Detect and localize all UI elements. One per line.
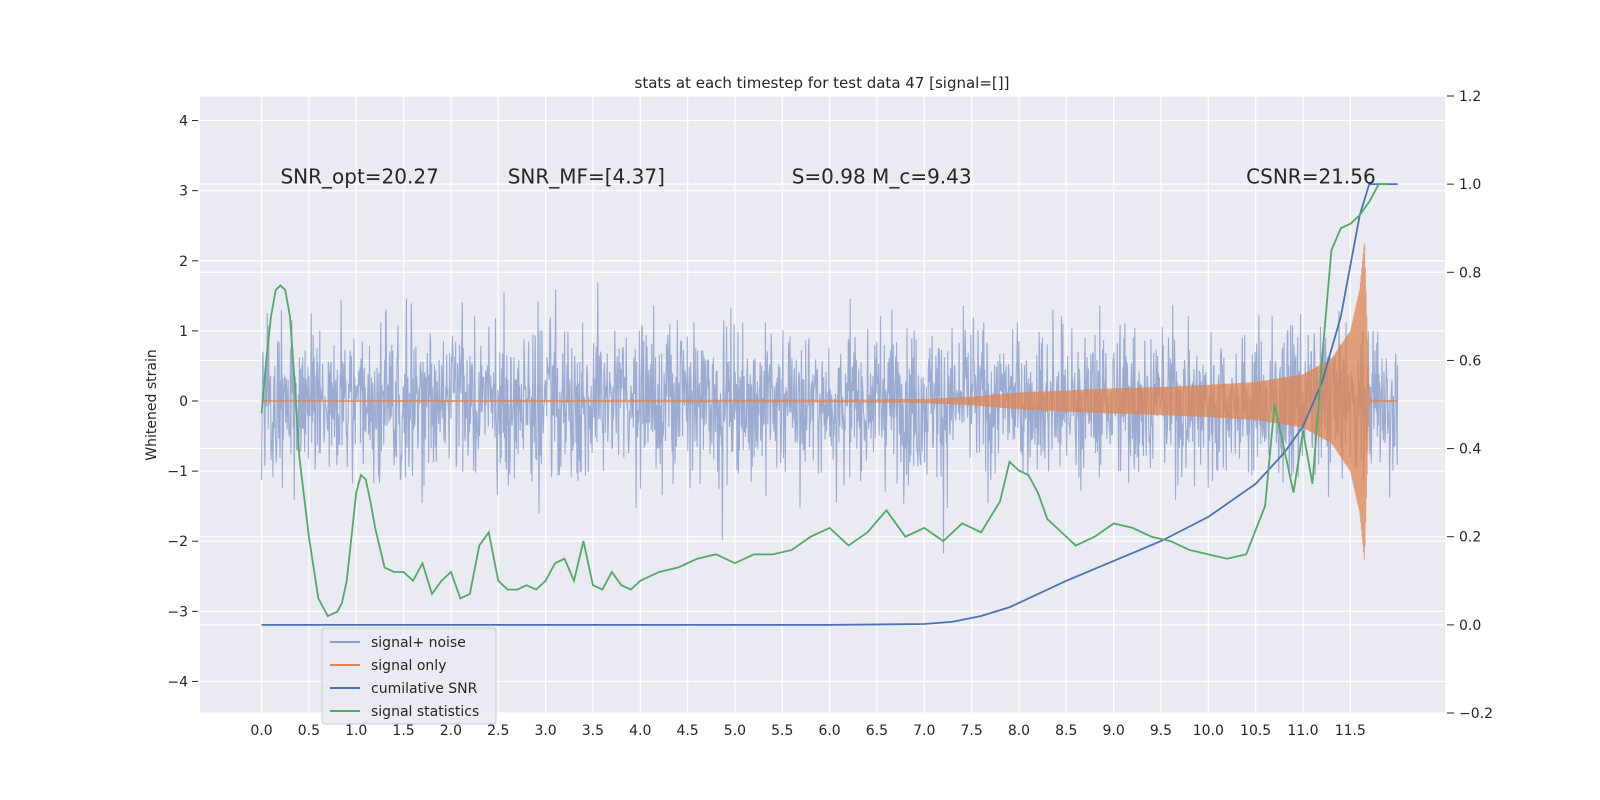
x-tick-label: 6.0 bbox=[818, 723, 840, 739]
y-tick-label: 2 bbox=[179, 254, 188, 270]
y-tick-label: 1 bbox=[179, 324, 188, 340]
series-signal-statistics bbox=[260, 183, 1389, 618]
cumulative-snr-line bbox=[261, 183, 1398, 626]
x-tick-label: 7.0 bbox=[913, 723, 935, 739]
y2-tick-label: −0.2 bbox=[1459, 706, 1493, 722]
y-tick-label: 4 bbox=[179, 114, 188, 130]
x-tick-label: 2.0 bbox=[440, 723, 462, 739]
x-tick-label: 9.0 bbox=[1102, 723, 1124, 739]
legend-label: cumilative SNR bbox=[371, 681, 478, 697]
legend-box bbox=[321, 627, 497, 725]
y2-tick-label: 0.8 bbox=[1459, 265, 1481, 281]
x-tick-label: 1.0 bbox=[345, 723, 367, 739]
y-tick-label: −2 bbox=[167, 534, 188, 550]
x-tick-label: 11.5 bbox=[1335, 723, 1366, 739]
x-tick-label: 5.0 bbox=[724, 723, 746, 739]
x-tick-label: 6.5 bbox=[866, 723, 888, 739]
chart-title: stats at each timestep for test data 47 … bbox=[635, 74, 1010, 92]
x-tick-label: 3.0 bbox=[534, 723, 556, 739]
x-tick-label: 10.0 bbox=[1193, 723, 1224, 739]
y2-tick-label: 0.6 bbox=[1459, 353, 1481, 369]
y-axis-label: Whitened strain bbox=[144, 349, 160, 460]
series-signal-only bbox=[261, 243, 1399, 560]
signal-only-line bbox=[261, 243, 1399, 560]
y2-tick-label: 0.2 bbox=[1459, 530, 1481, 546]
annotations: SNR_opt=20.27 SNR_MF=[4.37] S=0.98 M_c=9.4… bbox=[280, 165, 1375, 189]
annotation-text: S=0.98 M_c=9.43 bbox=[792, 165, 972, 189]
legend-label: signal statistics bbox=[371, 704, 479, 720]
legend-label: signal+ noise bbox=[371, 635, 466, 651]
x-axis-ticks: 0.0 0.5 1.0 1.5 2.0 2.5 3.0 3.5 4.0 4.5 5.0 5.5 6.0 6… bbox=[250, 723, 1366, 739]
annotation-text: SNR_opt=20.27 bbox=[280, 165, 438, 189]
y-tick-label: −3 bbox=[167, 604, 188, 620]
x-tick-label: 3.5 bbox=[582, 723, 604, 739]
x-tick-label: 8.0 bbox=[1008, 723, 1030, 739]
series-signal-noise bbox=[260, 282, 1399, 554]
x-tick-label: 7.5 bbox=[960, 723, 982, 739]
x-tick-label: 0.5 bbox=[298, 723, 320, 739]
annotation-text: CSNR=21.56 bbox=[1246, 165, 1376, 189]
signal-noise-line bbox=[260, 282, 1399, 554]
x-tick-label: 1.5 bbox=[392, 723, 414, 739]
y2-tick-label: 0.0 bbox=[1459, 618, 1481, 634]
x-tick-label: 2.5 bbox=[487, 723, 509, 739]
y-tick-label: −1 bbox=[167, 464, 188, 480]
x-tick-label: 10.5 bbox=[1240, 723, 1271, 739]
y2-axis-ticks: −0.2 0.0 0.2 0.4 0.6 0.8 1.0 1.2 bbox=[1447, 89, 1493, 722]
signal-statistics-line bbox=[260, 183, 1389, 618]
y-tick-label: 0 bbox=[179, 394, 188, 410]
x-tick-label: 5.5 bbox=[771, 723, 793, 739]
y2-tick-label: 0.4 bbox=[1459, 442, 1481, 458]
gridlines bbox=[200, 95, 1445, 714]
y2-tick-label: 1.0 bbox=[1459, 177, 1481, 193]
y-tick-label: −4 bbox=[167, 674, 188, 690]
annotation-text: SNR_MF=[4.37] bbox=[508, 165, 665, 189]
x-tick-label: 9.5 bbox=[1150, 723, 1172, 739]
x-tick-label: 11.0 bbox=[1287, 723, 1318, 739]
legend: signal+ noise signal only cumilative SNR si… bbox=[321, 627, 497, 725]
y-tick-label: 3 bbox=[179, 184, 188, 200]
legend-label: signal only bbox=[371, 658, 446, 674]
x-tick-label: 0.0 bbox=[250, 723, 272, 739]
x-tick-label: 4.5 bbox=[676, 723, 698, 739]
x-tick-label: 4.0 bbox=[629, 723, 651, 739]
y-axis-ticks: −4 −3 −2 −1 0 1 2 3 4 bbox=[167, 114, 198, 690]
y2-tick-label: 1.2 bbox=[1459, 89, 1481, 105]
series-cumulative-snr bbox=[261, 183, 1398, 626]
x-tick-label: 8.5 bbox=[1055, 723, 1077, 739]
